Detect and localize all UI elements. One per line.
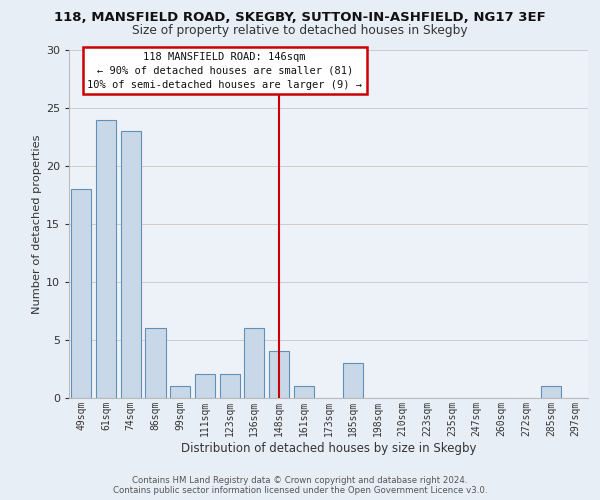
Bar bbox=[145, 328, 166, 398]
Text: Contains public sector information licensed under the Open Government Licence v3: Contains public sector information licen… bbox=[113, 486, 487, 495]
Bar bbox=[269, 351, 289, 398]
X-axis label: Distribution of detached houses by size in Skegby: Distribution of detached houses by size … bbox=[181, 442, 476, 456]
Bar bbox=[293, 386, 314, 398]
Bar bbox=[343, 363, 364, 398]
Bar bbox=[195, 374, 215, 398]
Text: 118, MANSFIELD ROAD, SKEGBY, SUTTON-IN-ASHFIELD, NG17 3EF: 118, MANSFIELD ROAD, SKEGBY, SUTTON-IN-A… bbox=[54, 11, 546, 24]
Bar bbox=[220, 374, 240, 398]
Bar bbox=[71, 189, 91, 398]
Bar bbox=[244, 328, 265, 398]
Bar bbox=[170, 386, 190, 398]
Text: 118 MANSFIELD ROAD: 146sqm
← 90% of detached houses are smaller (81)
10% of semi: 118 MANSFIELD ROAD: 146sqm ← 90% of deta… bbox=[87, 52, 362, 90]
Y-axis label: Number of detached properties: Number of detached properties bbox=[32, 134, 41, 314]
Bar bbox=[96, 120, 116, 398]
Text: Contains HM Land Registry data © Crown copyright and database right 2024.: Contains HM Land Registry data © Crown c… bbox=[132, 476, 468, 485]
Bar bbox=[121, 131, 141, 398]
Text: Size of property relative to detached houses in Skegby: Size of property relative to detached ho… bbox=[132, 24, 468, 37]
Bar bbox=[541, 386, 561, 398]
